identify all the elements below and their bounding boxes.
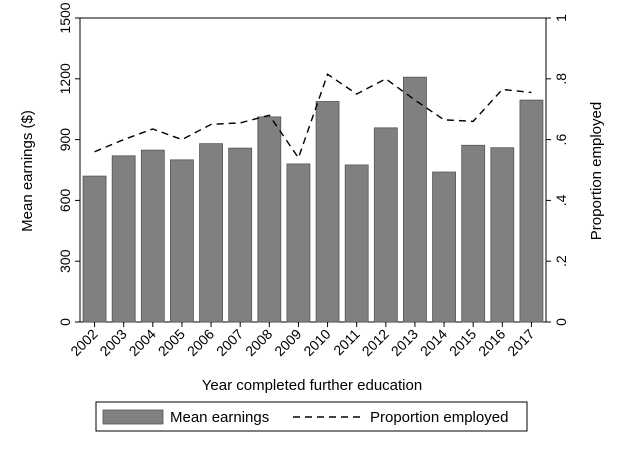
y-right-tick-label: .8 (553, 73, 569, 85)
bar-2013 (403, 76, 427, 323)
y-right-tick-label: 0 (553, 318, 569, 326)
y-left-tick-label: 900 (57, 128, 73, 152)
y-left-tick-label: 0 (57, 318, 73, 326)
y-right-tick-label: .2 (553, 255, 569, 267)
x-tick-label-2011: 2011 (330, 326, 363, 359)
x-tick-label-2002: 2002 (67, 326, 100, 359)
x-tick-label-2014: 2014 (417, 326, 450, 359)
x-tick-label-2003: 2003 (96, 326, 129, 359)
bar-2017 (519, 99, 544, 323)
y-left-tick-label: 600 (57, 189, 73, 213)
x-tick-label-2016: 2016 (475, 326, 508, 359)
bar-2012 (373, 127, 398, 323)
x-tick-label-2010: 2010 (300, 326, 333, 359)
plot-frame (79, 17, 547, 323)
bar-2015 (461, 144, 486, 323)
plot-area: 0 300 600 900 1200 1500 0 .2 .4 .6 .8 1 200220032004… (57, 2, 569, 359)
legend: Mean earnings Proportion employed (95, 401, 528, 432)
y-left-tick-label: 1500 (57, 2, 73, 33)
bar-2005 (170, 159, 194, 323)
bar-2009 (286, 163, 311, 323)
bar-2011 (344, 164, 369, 323)
y-left-tick-label: 1200 (57, 63, 73, 94)
y-axis-right-title: Proportion employed (588, 102, 605, 240)
x-tick-label-2007: 2007 (213, 326, 246, 359)
bar-2016 (490, 147, 515, 323)
x-tick-label-2012: 2012 (359, 326, 392, 359)
bar-2003 (111, 155, 136, 323)
bar-2007 (228, 147, 253, 323)
bar-2010 (315, 101, 340, 323)
bar-2006 (199, 143, 223, 323)
x-tick-label-2009: 2009 (271, 326, 304, 359)
x-tick-label-2008: 2008 (242, 326, 275, 359)
bar-2002 (82, 175, 107, 323)
y-left-tick-label: 300 (57, 249, 73, 273)
x-tick-label-2004: 2004 (126, 326, 159, 359)
y-right-tick-label: .4 (553, 194, 569, 206)
bar-2014 (432, 171, 456, 323)
x-tick-label-2006: 2006 (184, 326, 217, 359)
legend-label-proportion-employed: Proportion employed (370, 409, 508, 426)
x-tick-label-2013: 2013 (388, 326, 421, 359)
legend-label-mean-earnings: Mean earnings (170, 409, 269, 426)
x-tick-label-2015: 2015 (446, 326, 479, 359)
y-right-tick-label: 1 (553, 14, 569, 22)
bar-2008 (257, 116, 282, 323)
y-right-tick-label: .6 (553, 134, 569, 146)
x-tick-label-2005: 2005 (155, 326, 188, 359)
bar-2004 (140, 149, 165, 323)
y-axis-left-title: Mean earnings ($) (19, 110, 36, 232)
x-tick-label-2017: 2017 (504, 326, 537, 359)
x-axis-title: Year completed further education (202, 377, 422, 394)
line-proportion-employed (94, 73, 532, 160)
legend-swatch-mean-earnings (102, 409, 164, 425)
